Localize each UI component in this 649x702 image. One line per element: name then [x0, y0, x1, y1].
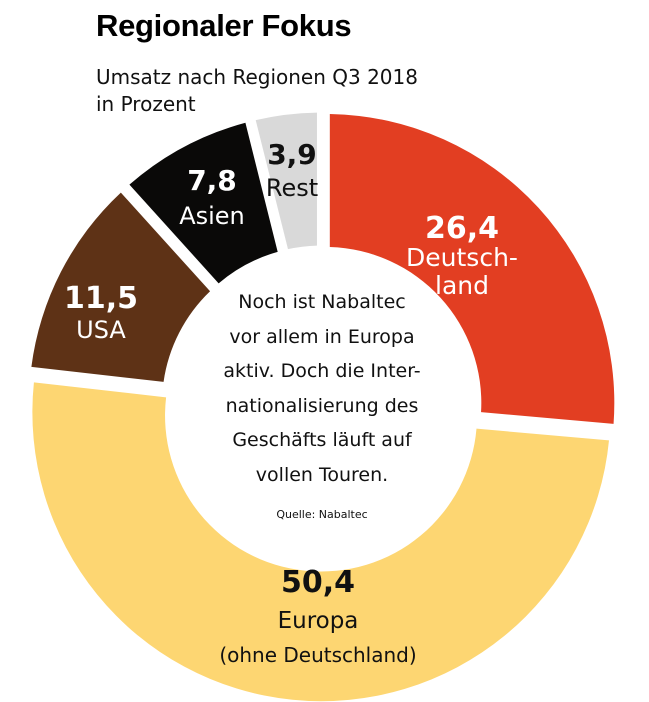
- source-note: Quelle: Nabaltec: [276, 508, 368, 521]
- slice-rest: [255, 112, 317, 250]
- slice-value-label: 7,8: [187, 164, 237, 197]
- chart-title: Regionaler Fokus: [96, 8, 352, 43]
- slice-name-label: Asien: [179, 202, 245, 230]
- slice-asien: [129, 122, 278, 284]
- chart-subtitle: Umsatz nach Regionen Q3 2018 in Prozent: [96, 64, 418, 118]
- slice-name-label: Rest: [266, 174, 318, 202]
- slice-deutschland: [329, 113, 615, 424]
- slice-name-label: (ohne Deutschland): [219, 643, 416, 667]
- center-annotation: Noch ist Nabaltec vor allem in Europa ak…: [186, 285, 458, 492]
- slice-value-label: 11,5: [64, 281, 138, 316]
- annotation-line: Noch ist Nabaltec: [238, 291, 406, 313]
- slice-name-label: Europa: [278, 608, 359, 634]
- slice-name-label: Deutsch-: [406, 243, 518, 272]
- slice-europa-ohne-deutschland: [32, 382, 610, 702]
- annotation-line: nationalisierung des: [225, 394, 419, 417]
- annotation-line: Geschäfts läuft auf: [232, 429, 412, 451]
- slice-value-label: 3,9: [267, 138, 317, 171]
- slice-value-label: 26,4: [425, 211, 499, 246]
- subtitle-line-1: Umsatz nach Regionen Q3 2018: [96, 65, 418, 89]
- annotation-line: vollen Touren.: [255, 463, 389, 486]
- slice-value-label: 50,4: [281, 565, 355, 600]
- slice-name-label: land: [435, 271, 489, 300]
- slice-usa: [31, 192, 211, 382]
- subtitle-line-2: in Prozent: [96, 92, 196, 116]
- annotation-line: aktiv. Doch die Inter-: [223, 360, 421, 382]
- slice-name-label: USA: [76, 316, 126, 344]
- annotation-line: vor allem in Europa: [229, 325, 415, 348]
